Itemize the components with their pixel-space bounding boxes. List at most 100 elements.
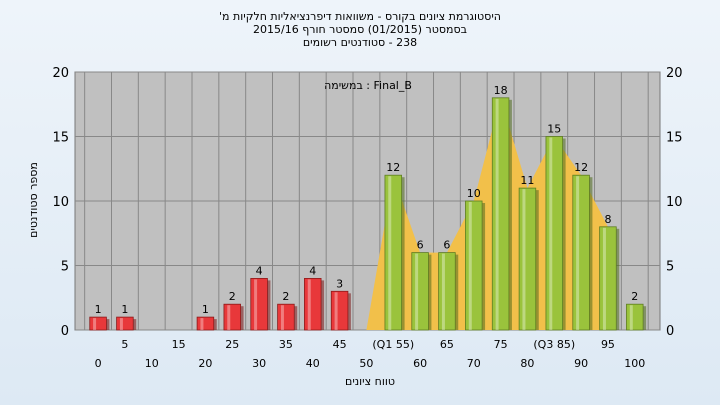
title-line-1: היסטוגרמת ציונים בקורס - משוואות דיפרנצי… [219,10,501,23]
bar-body [116,316,134,331]
data-label: 2 [631,290,638,303]
bar-30 [250,277,271,331]
x-tick-lower: 100 [624,357,645,370]
bar-highlight [388,176,392,330]
bar-body [545,136,563,331]
bar-20 [196,316,217,331]
x-ticks: 5 15 25 35 45 (Q1 55) 65 75 (Q3 85) 95 0 10 20 30 40 50… [95,338,646,370]
bar-highlight [254,279,258,330]
x-tick-upper: 35 [279,338,293,351]
data-label: 18 [494,84,508,97]
bar-0 [89,316,110,331]
bar-100 [626,303,647,331]
data-label: 6 [443,239,450,252]
data-label: 12 [386,161,400,174]
bar-35 [277,303,298,331]
bar-highlight [441,253,445,330]
x-tick-upper: 95 [601,338,615,351]
data-label: 4 [256,264,263,277]
x-tick-lower: 50 [359,357,373,370]
bar-45 [330,290,351,331]
x-tick-upper: 65 [440,338,454,351]
chart-title: היסטוגרמת ציונים בקורס - משוואות דיפרנצי… [219,10,501,49]
bar-highlight [119,318,123,330]
data-label: 6 [417,239,424,252]
bar-body [277,303,295,331]
bar-body [330,290,349,331]
y-axis-label: מספר סטודנטים [27,162,40,238]
bar-highlight [468,202,472,330]
bar-60 [411,252,432,331]
bar-5 [116,316,137,331]
bar-body [599,226,617,331]
bar-body [491,97,510,331]
x-tick-upper: 15 [172,338,186,351]
x-tick-lower: 40 [306,357,320,370]
bar-body [384,174,402,331]
bar-highlight [495,98,499,330]
bar-body [626,303,644,331]
bar-body [438,252,456,331]
y-tick-left: 10 [52,195,69,210]
y-tick-right: 15 [666,131,683,146]
bar-55 [384,174,405,331]
bar-65 [438,252,459,331]
data-label: 3 [336,277,343,290]
bar-body [223,303,241,331]
data-label: 4 [309,264,316,277]
data-label: 10 [467,187,481,200]
x-tick-upper: 25 [225,338,239,351]
title-line-3: 238 - סטודנטים רשומים [303,36,417,49]
bar-75 [491,97,512,331]
bar-highlight [522,189,526,330]
bar-highlight [549,137,553,330]
bar-body [89,316,107,331]
x-tick-upper: (Q1 55) [372,338,414,351]
x-tick-upper: (Q3 85) [533,338,575,351]
bar-body [304,277,322,331]
bar-highlight [227,305,231,330]
bar-25 [223,303,244,331]
bar-highlight [200,318,204,330]
x-axis-label: טווח ציונים [345,375,395,388]
title-line-2: בסמסטר (01/2015) סמסטר חורף 2015/16 [253,23,467,36]
bar-40 [304,277,325,331]
data-label: 15 [547,123,561,136]
y-ticks-left: 0 5 10 15 20 [52,66,69,339]
y-tick-left: 15 [52,131,69,146]
data-label: 1 [121,303,128,316]
x-tick-upper: 5 [121,338,128,351]
bar-85 [545,136,566,331]
bar-70 [465,200,486,331]
bar-90 [572,174,593,331]
y-tick-right: 5 [666,260,674,275]
data-label: 1 [202,303,209,316]
bar-body [250,277,268,331]
bar-highlight [334,292,338,330]
x-tick-lower: 60 [413,357,427,370]
y-tick-right: 0 [666,324,674,339]
x-tick-lower: 10 [145,357,159,370]
annotation-label: במשימה : Final_B [324,79,412,92]
bar-body [196,316,215,331]
y-tick-right: 20 [666,66,683,81]
data-label: 8 [604,213,611,226]
y-tick-left: 5 [61,260,69,275]
bar-highlight [93,318,97,330]
x-tick-upper: 45 [333,338,347,351]
bar-body [572,174,590,331]
bar-body [465,200,483,331]
bar-highlight [307,279,311,330]
bar-95 [599,226,620,331]
y-ticks-right: 0 5 10 15 20 [666,66,683,339]
x-tick-lower: 30 [252,357,266,370]
y-tick-left: 20 [52,66,69,81]
x-tick-lower: 20 [198,357,212,370]
data-label: 2 [282,290,289,303]
y-tick-left: 0 [61,324,69,339]
x-tick-upper: 75 [494,338,508,351]
bar-highlight [602,227,606,330]
